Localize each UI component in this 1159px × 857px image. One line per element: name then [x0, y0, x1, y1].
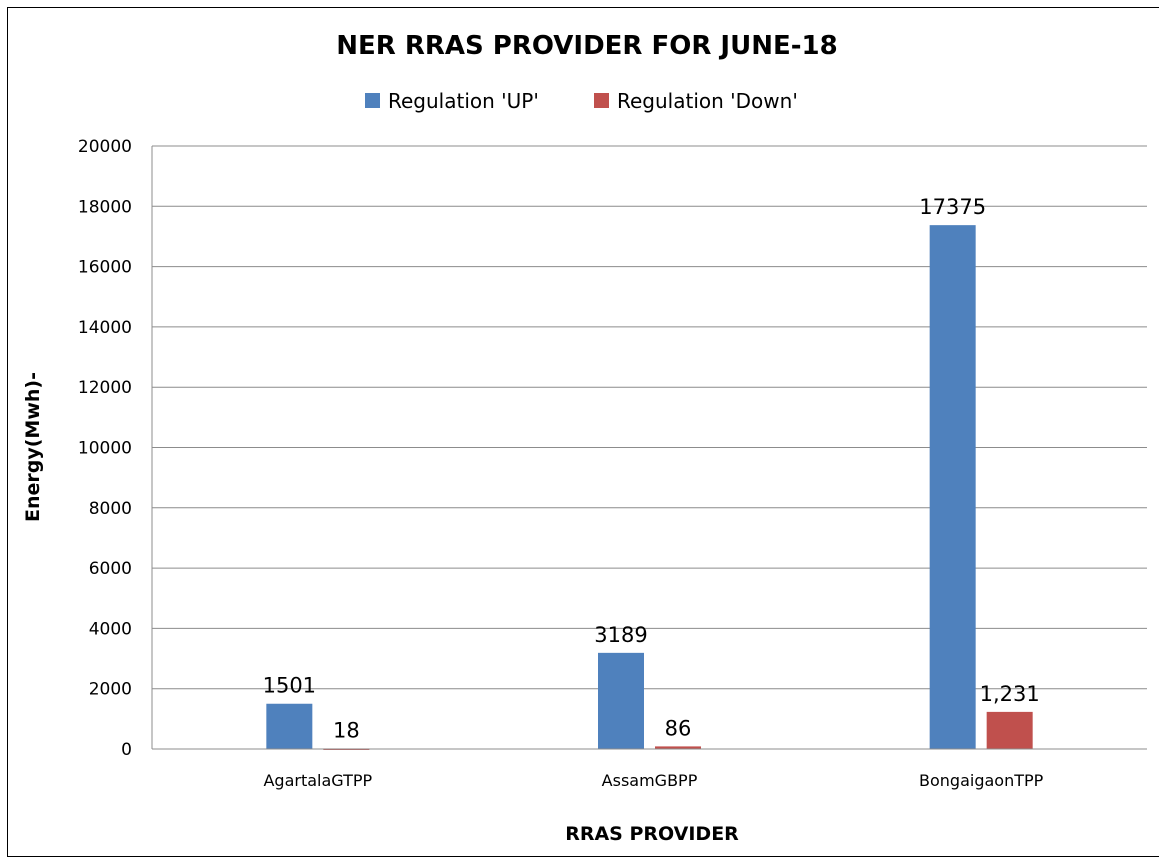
data-label: 3189 — [594, 623, 647, 647]
y-tick-label: 14000 — [78, 318, 132, 338]
bar-regulation-up-bongaigaontpp — [929, 225, 976, 750]
y-tick-label: 0 — [121, 740, 132, 760]
x-tick-label: AgartalaGTPP — [263, 771, 372, 790]
x-axis-ticks: AgartalaGTPP AssamGBPP BongaigaonTPP — [152, 748, 1147, 790]
y-tick-label: 6000 — [89, 559, 132, 579]
bar-regulation-down-assamgbpp — [655, 746, 701, 749]
legend-swatch — [365, 93, 380, 108]
legend-label: Regulation 'Down' — [617, 89, 798, 113]
bar-regulation-up-agartalagtpp — [266, 703, 313, 749]
data-label: 1,231 — [980, 682, 1040, 706]
y-tick-label: 18000 — [78, 197, 132, 217]
bars — [266, 225, 1033, 750]
data-labels: 1501 18 3189 86 17375 1,231 — [263, 195, 1040, 742]
x-tick-label: AssamGBPP — [602, 771, 698, 790]
gridlines — [151, 145, 1147, 750]
y-tick-label: 2000 — [89, 680, 132, 700]
data-label: 1501 — [263, 674, 316, 698]
data-label: 86 — [665, 716, 692, 740]
y-tick-label: 4000 — [89, 619, 132, 639]
y-tick-label: 20000 — [78, 137, 132, 157]
y-axis-ticks: 0 2000 4000 6000 8000 10000 12000 14000 16000 180… — [78, 137, 132, 760]
bar-regulation-down-bongaigaontpp — [986, 711, 1033, 749]
y-axis-title: Energy(Mwh)- — [22, 372, 44, 522]
x-tick-label: BongaigaonTPP — [919, 771, 1044, 790]
data-label: 18 — [333, 718, 360, 742]
bar-regulation-up-assamgbpp — [598, 652, 644, 749]
legend-swatch — [594, 93, 609, 108]
legend-label: Regulation 'UP' — [388, 89, 539, 113]
x-axis-title: RRAS PROVIDER — [565, 823, 739, 845]
y-tick-label: 16000 — [78, 258, 132, 278]
chart-title: NER RRAS PROVIDER FOR JUNE-18 — [336, 31, 837, 61]
y-tick-label: 12000 — [78, 378, 132, 398]
y-tick-label: 10000 — [78, 439, 132, 459]
data-label: 17375 — [919, 195, 986, 219]
legend: Regulation 'UP' Regulation 'Down' — [365, 89, 798, 113]
y-tick-label: 8000 — [89, 499, 132, 519]
